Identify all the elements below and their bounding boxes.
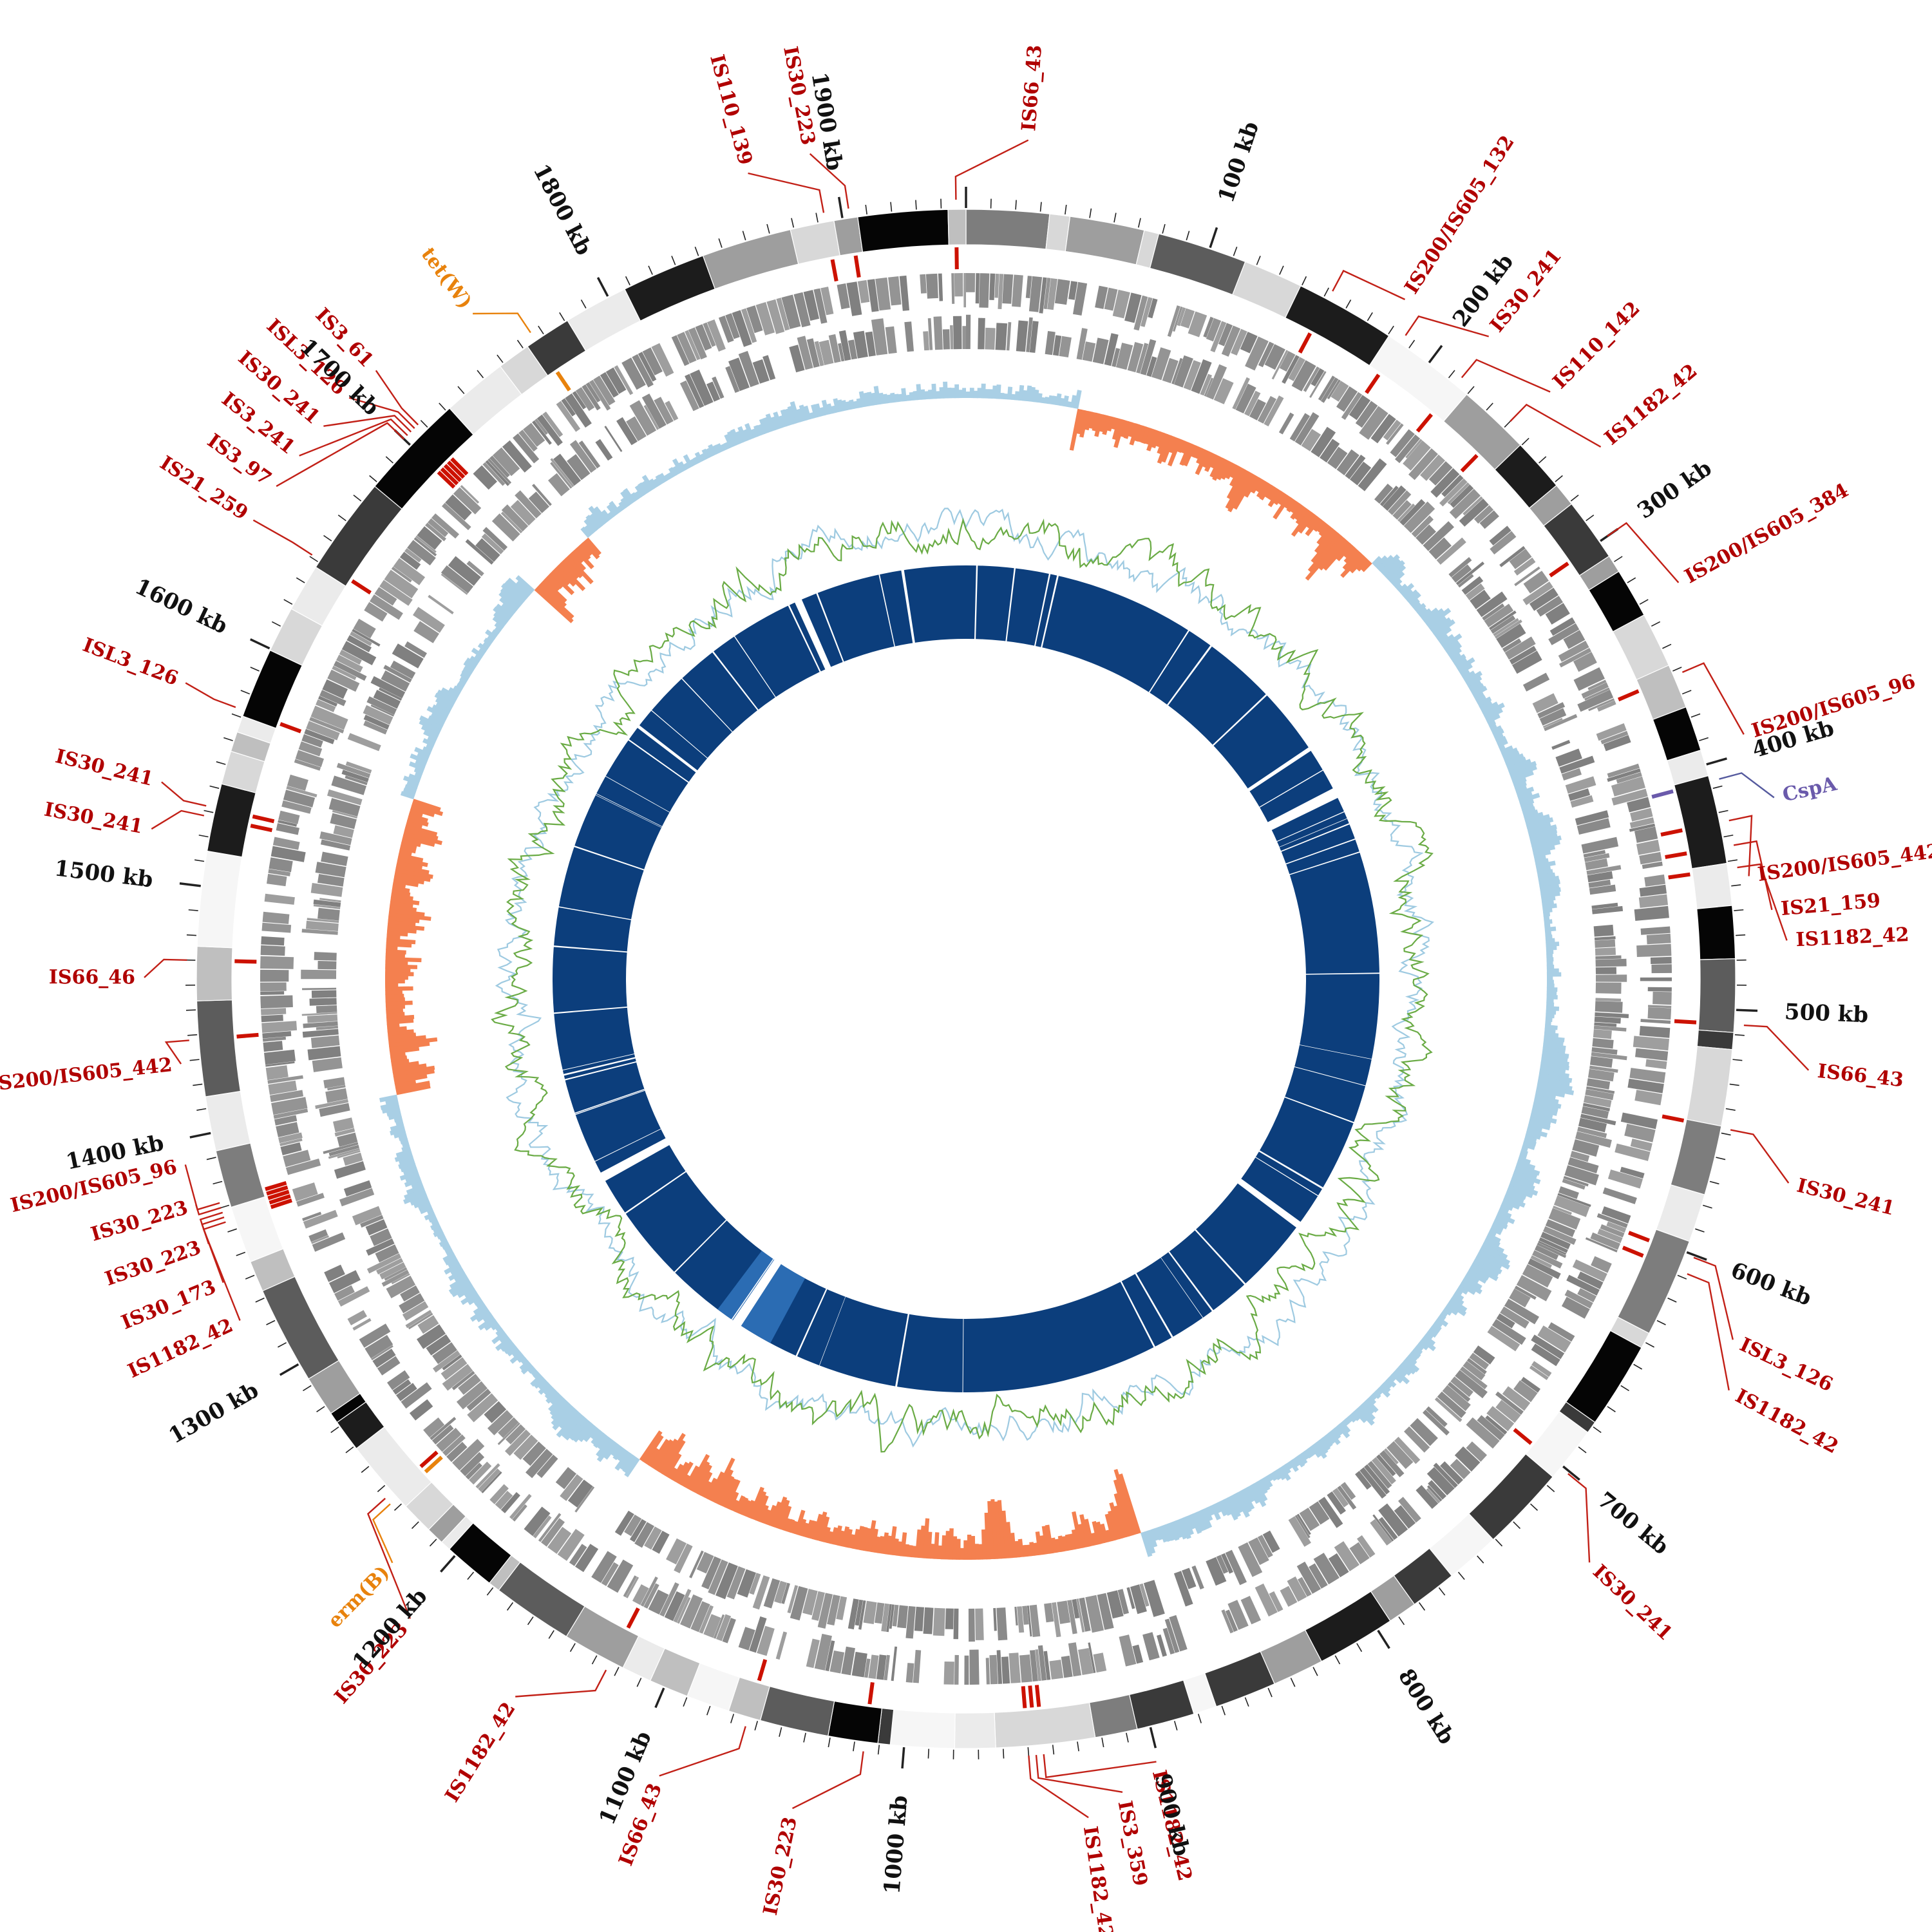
axis-tick-label: 800 kb <box>1393 1664 1459 1748</box>
annotation-label: IS30_241 <box>53 745 156 791</box>
axis-tick-label: 1000 kb <box>879 1794 913 1895</box>
annotation-label: IS30_223 <box>88 1197 191 1246</box>
axis-tick-label: 1800 kb <box>528 160 597 260</box>
annotation-label: IS110_142 <box>1549 298 1645 393</box>
annotation-label: IS200/IS605_442 <box>1756 840 1932 886</box>
karyotype-ring <box>196 209 1736 1749</box>
axis-tick-label: 1600 kb <box>131 574 231 639</box>
annotation-label: IS30_241 <box>1795 1174 1897 1220</box>
annotation-label: IS1182_42 <box>1795 923 1909 951</box>
annotation-label: IS30_241 <box>43 798 145 838</box>
gc-content-track <box>491 507 1435 1453</box>
annotation-label: IS66_43 <box>1018 44 1046 131</box>
mobile-element-marks <box>234 247 1697 1709</box>
annotation-leader-lines <box>144 139 1810 1819</box>
annotation-label: IS66_46 <box>49 966 135 989</box>
gc-skew-track <box>379 381 1575 1560</box>
core-ring <box>551 564 1381 1395</box>
axis-tick-label: 100 kb <box>1213 118 1264 206</box>
annotation-label: IS200/IS605_442 <box>0 1054 173 1096</box>
axis-tick-label: 900 kb <box>1150 1771 1195 1859</box>
annotation-label: IS1182_42 <box>1079 1824 1117 1932</box>
annotation-label: IS3_359 <box>1113 1799 1152 1888</box>
annotation-label: ISL3_126 <box>1736 1333 1836 1396</box>
annotation-label: ISL3_126 <box>80 634 182 690</box>
annotation-label: IS66_43 <box>1816 1060 1904 1092</box>
annotation-label: IS30_241 <box>1588 1560 1676 1645</box>
annotation-label: IS1182_42 <box>440 1698 520 1806</box>
annotation-label: IS30_223 <box>759 1815 802 1917</box>
axis-tick-label: 1300 kb <box>164 1378 263 1450</box>
axis-tick-label: 600 kb <box>1727 1257 1815 1311</box>
annotation-label: IS1182_42 <box>1600 359 1701 450</box>
axis-tick-label: 500 kb <box>1784 999 1869 1028</box>
annotation-label: tet(W) <box>417 243 477 313</box>
annotation-label: IS200/IS605_384 <box>1681 479 1852 588</box>
annotation-label: IS21_159 <box>1780 889 1882 920</box>
gene-track <box>260 272 1672 1685</box>
annotation-label: IS30_223 <box>102 1236 204 1291</box>
axis-tick-label: 300 kb <box>1633 455 1716 524</box>
axis-tick-label: 1500 kb <box>53 855 154 893</box>
annotation-label: CspA <box>1781 773 1839 807</box>
axis-tick-label: 700 kb <box>1593 1487 1674 1560</box>
annotation-label: IS110_139 <box>705 52 757 167</box>
